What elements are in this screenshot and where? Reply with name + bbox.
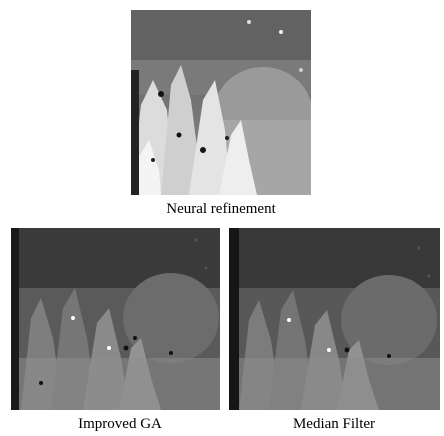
disparity-map-improved-ga (11, 228, 220, 410)
disparity-map-neural-refinement (131, 10, 311, 195)
caption-neural-refinement: Neural refinement (166, 201, 276, 217)
caption-improved-ga: Improved GA (78, 416, 162, 432)
caption-median-filter: Median Filter (292, 416, 376, 432)
disparity-map-median-filter (229, 228, 440, 410)
